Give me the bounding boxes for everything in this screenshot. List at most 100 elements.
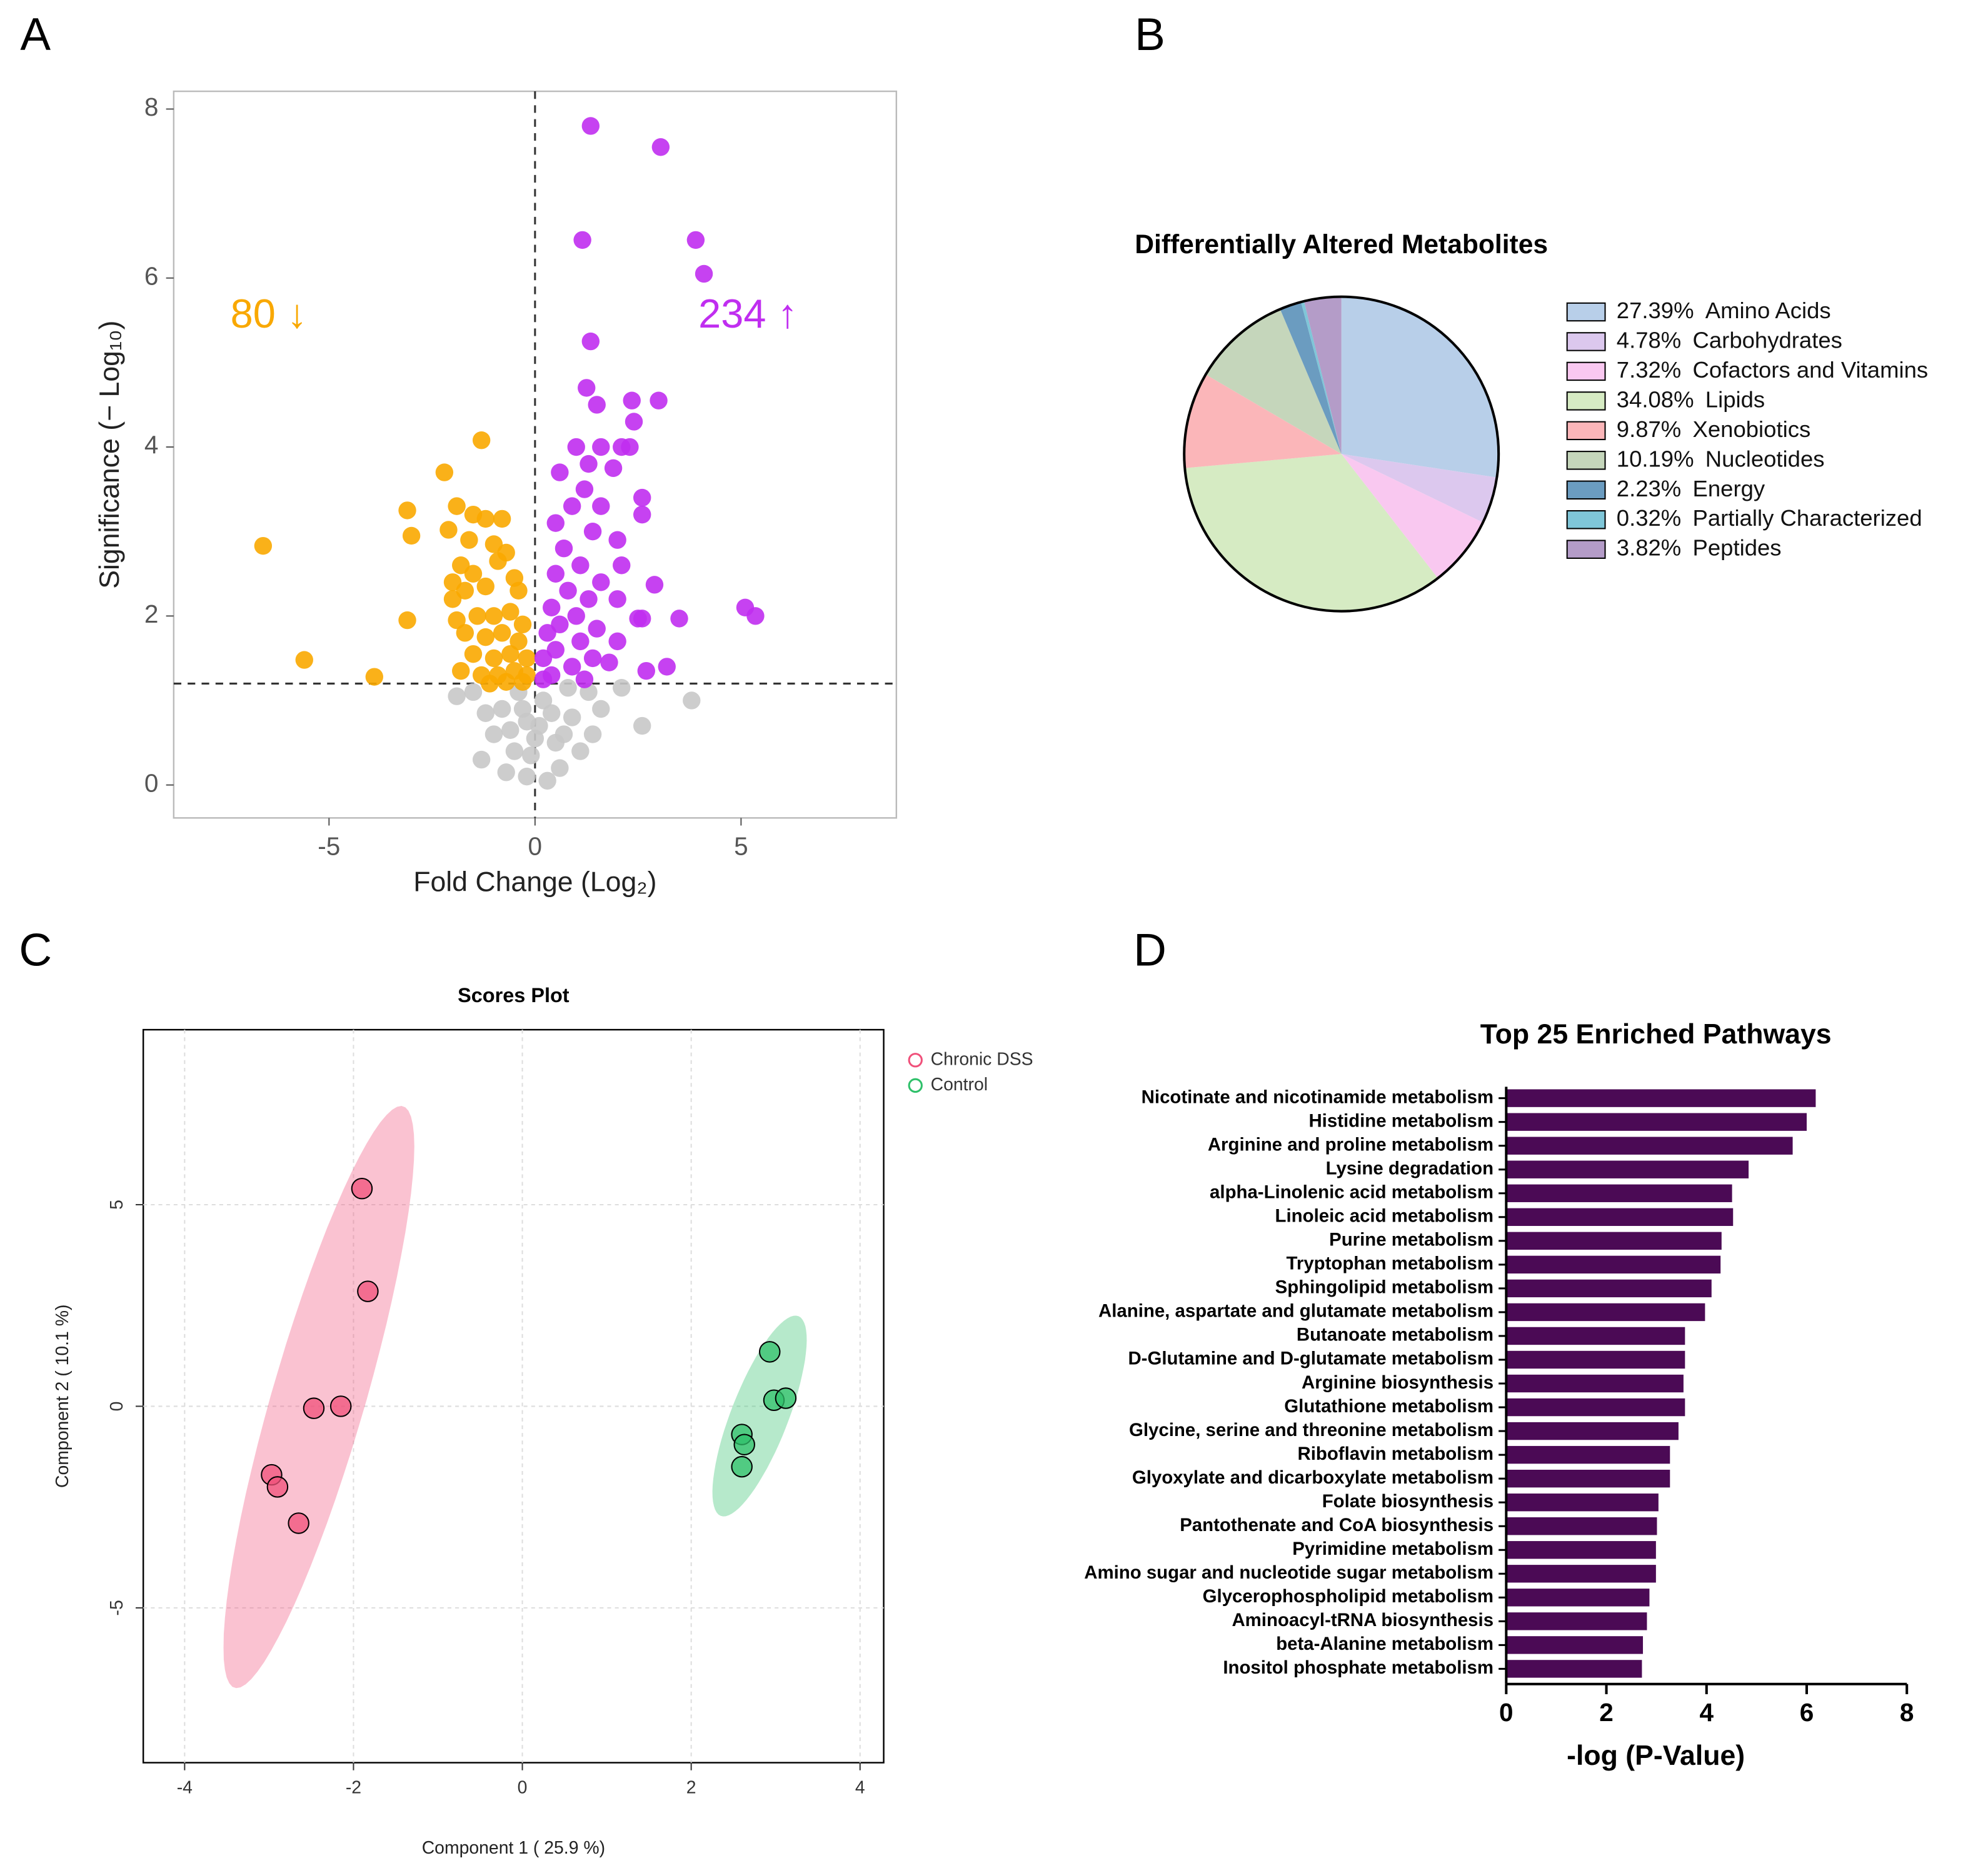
legend-label: 7.32% Cofactors and Vitamins xyxy=(1617,357,1928,383)
bar xyxy=(1506,1565,1656,1583)
legend-category: Nucleotides xyxy=(1705,446,1825,471)
category-label: Inositol phosphate metabolism xyxy=(1223,1657,1494,1678)
point xyxy=(501,721,520,739)
x-tick-label: -2 xyxy=(346,1777,361,1797)
point xyxy=(551,615,569,634)
legend-category: Amino Acids xyxy=(1705,298,1831,323)
bar xyxy=(1506,1612,1647,1630)
point xyxy=(746,607,765,625)
plot-frame xyxy=(142,1028,885,1764)
x-tick-label: 4 xyxy=(1699,1698,1714,1727)
legend-label: 9.87% Xenobiotics xyxy=(1617,416,1810,441)
legend-category: Peptides xyxy=(1693,535,1782,560)
category-label: Linoleic acid metabolism xyxy=(1275,1206,1494,1227)
point xyxy=(460,531,478,549)
bar xyxy=(1506,1422,1679,1440)
point xyxy=(448,497,466,515)
point xyxy=(513,673,532,691)
legend-swatch xyxy=(1566,421,1606,441)
point xyxy=(633,505,651,524)
point xyxy=(489,552,507,570)
point xyxy=(571,556,590,575)
point xyxy=(563,708,581,726)
legend-swatch xyxy=(1566,451,1606,470)
legend-category: Cofactors and Vitamins xyxy=(1693,357,1929,383)
point xyxy=(625,413,643,431)
legend-category: Lipids xyxy=(1705,386,1765,412)
x-tick-label: -5 xyxy=(318,832,340,861)
point xyxy=(357,1280,379,1302)
point xyxy=(493,700,511,718)
point xyxy=(683,691,701,710)
point xyxy=(543,704,561,722)
category-label: beta-Alanine metabolism xyxy=(1276,1634,1494,1654)
point xyxy=(543,598,561,617)
y-tick-label: 4 xyxy=(144,431,159,459)
point xyxy=(567,438,585,456)
point xyxy=(613,679,631,697)
x-tick-label: 0 xyxy=(528,832,543,861)
pie-slice xyxy=(1185,454,1438,611)
point xyxy=(733,1434,755,1455)
point xyxy=(452,556,470,575)
legend-label: 34.08% Lipids xyxy=(1617,386,1765,412)
pie-slice xyxy=(1184,374,1342,468)
point xyxy=(650,391,668,409)
point xyxy=(456,624,474,642)
point xyxy=(578,379,596,397)
y-tick-label: 0 xyxy=(107,1402,127,1412)
category-label: Glutathione metabolism xyxy=(1284,1396,1494,1417)
legend-swatch xyxy=(1566,510,1606,530)
annotation: 234 ↑ xyxy=(698,291,798,336)
point xyxy=(563,497,581,515)
point xyxy=(567,607,585,625)
point xyxy=(295,651,313,669)
point xyxy=(592,497,610,515)
point xyxy=(365,668,384,686)
category-label: alpha-Linolenic acid metabolism xyxy=(1210,1182,1494,1203)
category-label: Nicotinate and nicotinamide metabolism xyxy=(1142,1087,1494,1107)
point xyxy=(448,611,466,630)
point xyxy=(571,632,590,651)
pie-slice xyxy=(1341,454,1497,523)
legend-value: 4.78% xyxy=(1617,327,1681,353)
category-label: Lysine degradation xyxy=(1326,1158,1494,1178)
category-label: Riboflavin metabolism xyxy=(1298,1444,1494,1464)
annotation: 80 ↓ xyxy=(231,291,308,336)
point xyxy=(604,459,623,478)
legend-category: Carbohydrates xyxy=(1693,327,1842,353)
point xyxy=(581,332,600,351)
bar xyxy=(1506,1327,1685,1345)
legend-label: 3.82% Peptides xyxy=(1617,535,1782,560)
point xyxy=(592,573,610,591)
point xyxy=(513,615,532,634)
x-tick-label: 8 xyxy=(1900,1698,1914,1727)
panel-letter: A xyxy=(20,9,51,60)
point xyxy=(686,231,705,249)
point xyxy=(538,771,556,790)
point xyxy=(551,759,569,777)
point xyxy=(501,645,520,663)
point xyxy=(476,510,494,528)
bar xyxy=(1506,1208,1734,1226)
legend-label: 10.19% Nucleotides xyxy=(1617,446,1825,471)
legend-label: 2.23% Energy xyxy=(1617,475,1765,501)
point xyxy=(497,673,515,691)
point xyxy=(608,632,626,651)
point xyxy=(592,438,610,456)
bar xyxy=(1506,1589,1650,1607)
point xyxy=(534,670,553,688)
x-tick-label: 5 xyxy=(734,832,748,861)
point xyxy=(546,514,565,532)
x-tick-label: -4 xyxy=(177,1777,193,1797)
point xyxy=(571,742,590,760)
point xyxy=(254,536,273,555)
point xyxy=(575,670,594,688)
point xyxy=(435,463,454,481)
point xyxy=(613,556,631,575)
pie-slice xyxy=(1301,301,1342,454)
category-label: Aminoacyl-tRNA biosynthesis xyxy=(1232,1610,1494,1630)
point xyxy=(472,431,491,449)
bar xyxy=(1506,1160,1749,1178)
